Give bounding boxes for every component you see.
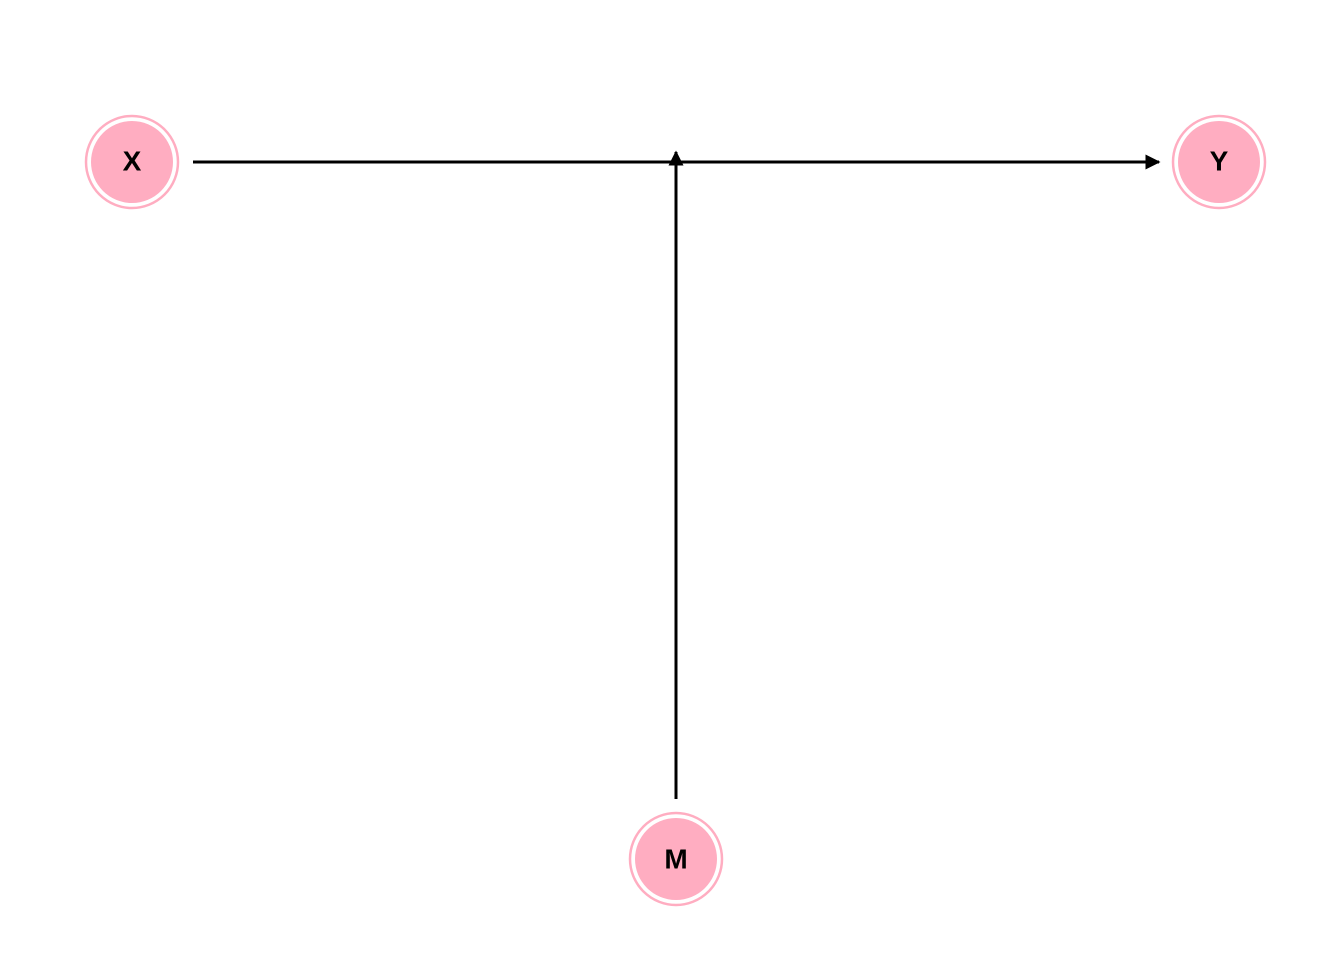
node-x-ring [84,114,180,210]
node-y-circle [1178,121,1260,203]
node-x-circle [91,121,173,203]
node-y-ring [1171,114,1267,210]
node-m-circle [635,818,717,900]
node-y: Y [1171,114,1267,210]
node-m-label: M [664,843,687,874]
node-m: M [628,811,724,907]
node-x-label: X [123,145,142,176]
node-x: X [84,114,180,210]
node-m-ring [628,811,724,907]
node-y-label: Y [1210,145,1229,176]
